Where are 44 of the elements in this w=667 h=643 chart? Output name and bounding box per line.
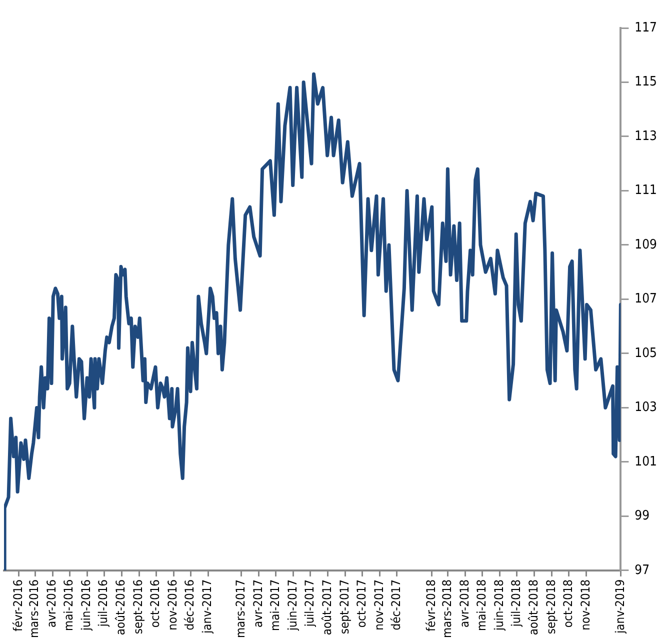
y-tick-label: 99 — [634, 508, 650, 524]
y-tick-label: 103 — [634, 400, 658, 416]
x-tick-label: mai-2018 — [474, 579, 488, 631]
y-tick-label: 105 — [634, 346, 658, 361]
y-tick-label: 115 — [634, 74, 658, 90]
x-tick-label: juil-2016 — [96, 579, 110, 628]
x-tick-label: nov-2016 — [166, 579, 180, 630]
x-tick-label: oct-2016 — [148, 579, 162, 628]
x-tick-label: juil-2018 — [508, 579, 523, 628]
y-tick-label: 117 — [634, 20, 658, 36]
x-tick-label: juin-2018 — [492, 579, 506, 632]
x-tick-label: févr-2018 — [424, 579, 438, 632]
x-tick-label: avr-2016 — [44, 579, 59, 628]
x-tick-label: août-2018 — [526, 579, 540, 636]
x-tick-label: nov-2018 — [578, 579, 592, 630]
y-tick-label: 97 — [634, 562, 650, 578]
x-tick-label: mai-2017 — [268, 579, 282, 631]
x-tick-label: juin-2016 — [79, 579, 94, 632]
y-tick-label: 113 — [634, 128, 658, 144]
x-tick-label: oct-2017 — [354, 579, 368, 628]
x-tick-label: sept-2018 — [544, 579, 558, 634]
x-tick-label: août-2017 — [320, 579, 334, 636]
x-tick-label: déc-2017 — [388, 579, 403, 630]
x-tick-label: mars-2018 — [440, 579, 454, 638]
x-tick-label: mars-2017 — [234, 579, 248, 638]
y-tick-label: 111 — [634, 183, 658, 198]
x-tick-label: juil-2017 — [302, 579, 316, 628]
x-tick-label: juin-2017 — [286, 579, 300, 632]
y-tick-label: 101 — [634, 454, 658, 470]
x-tick-label: mai-2016 — [62, 579, 76, 631]
x-tick-label: janv-2017 — [200, 579, 214, 634]
x-tick-label: nov-2017 — [372, 579, 386, 630]
y-tick-label: 109 — [634, 237, 658, 252]
x-tick-label: sept-2017 — [338, 579, 352, 634]
y-tick-label: 107 — [634, 292, 658, 307]
x-tick-label: janv-2019 — [612, 579, 627, 634]
x-tick-label: août-2016 — [114, 579, 128, 636]
x-tick-label: sept-2016 — [131, 579, 146, 634]
x-tick-label: févr-2016 — [10, 579, 25, 632]
x-tick-label: oct-2018 — [560, 579, 575, 628]
x-tick-label: avr-2018 — [457, 579, 472, 628]
x-tick-label: avr-2017 — [251, 579, 266, 628]
x-tick-label: mars-2016 — [27, 579, 42, 638]
x-tick-label: déc-2016 — [182, 579, 197, 630]
